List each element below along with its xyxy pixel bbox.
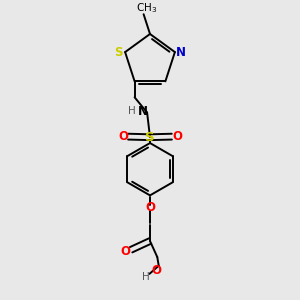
Text: H: H xyxy=(128,106,136,116)
Text: O: O xyxy=(172,130,182,143)
Text: O: O xyxy=(121,245,131,258)
Text: N: N xyxy=(138,105,148,118)
Text: H: H xyxy=(142,272,150,282)
Text: CH$_3$: CH$_3$ xyxy=(136,2,157,15)
Text: N: N xyxy=(176,46,186,59)
Text: S: S xyxy=(115,46,123,59)
Text: O: O xyxy=(145,201,155,214)
Text: O: O xyxy=(152,264,161,277)
Text: O: O xyxy=(118,130,128,143)
Text: S: S xyxy=(145,131,155,144)
